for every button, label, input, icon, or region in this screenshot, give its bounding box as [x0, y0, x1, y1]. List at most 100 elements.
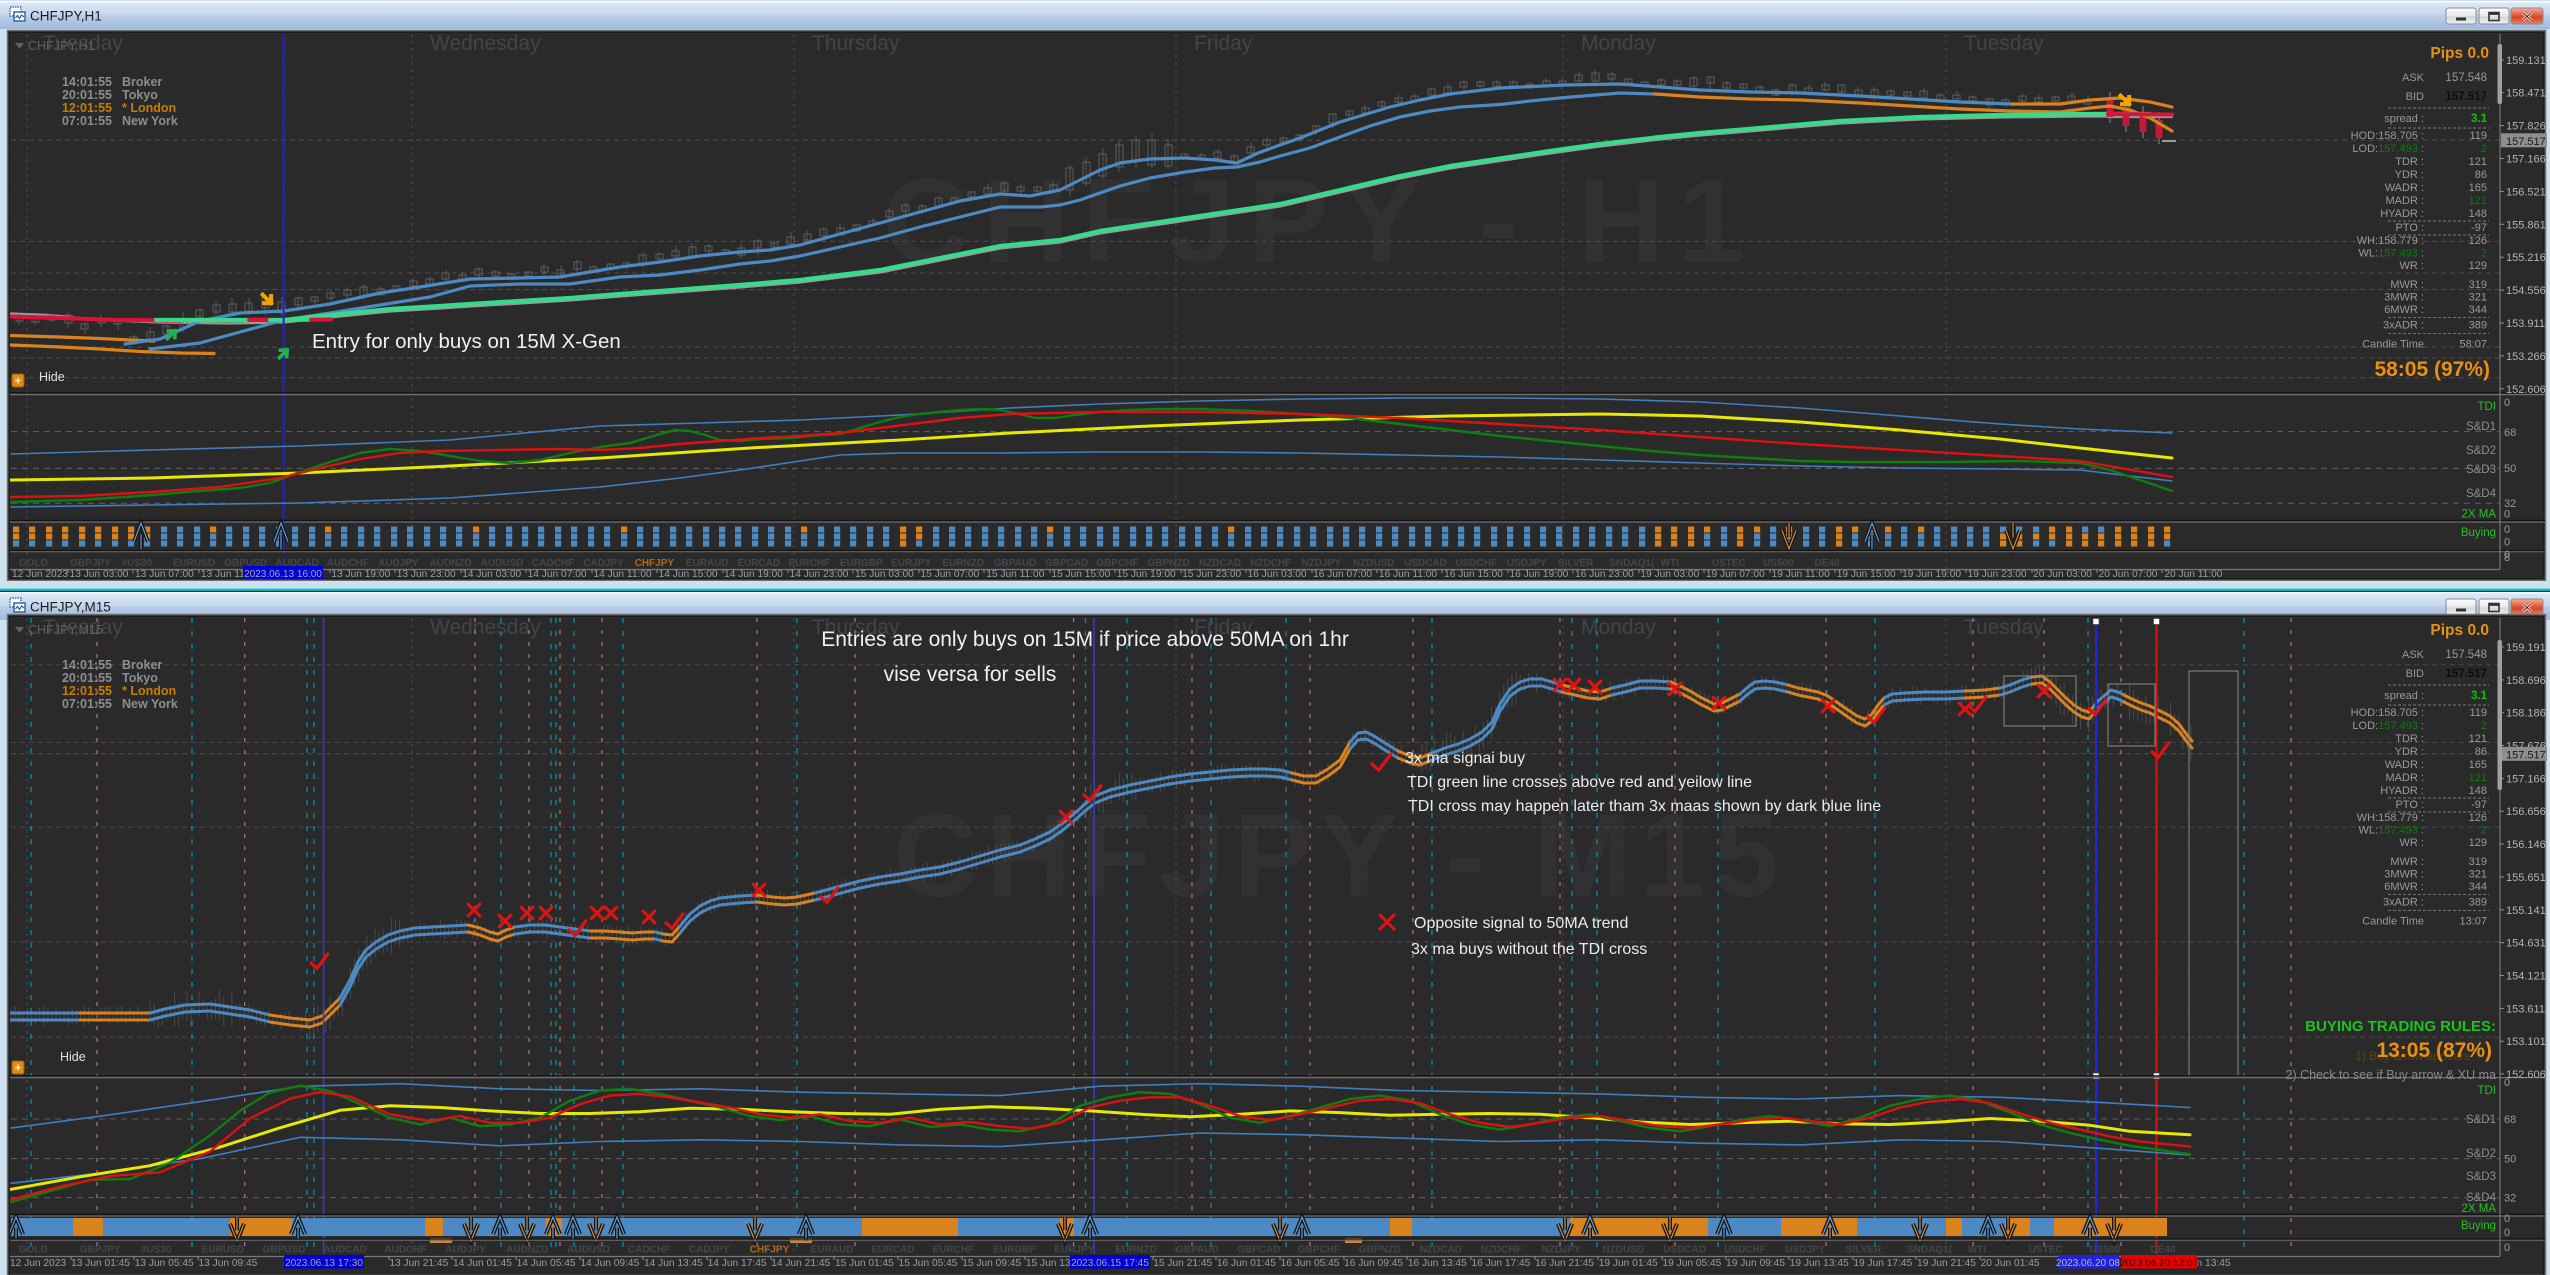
svg-text:321: 321 [2469, 291, 2487, 303]
svg-text:157.517: 157.517 [2506, 749, 2546, 761]
svg-text:19 Jun 19:00: 19 Jun 19:00 [1902, 569, 1961, 580]
svg-text:CHFJPY: CHFJPY [750, 1245, 790, 1256]
svg-text:CHFJPY - H1: CHFJPY - H1 [883, 154, 1757, 288]
svg-text:153.911: 153.911 [2506, 318, 2545, 330]
svg-text:2: 2 [2481, 248, 2487, 260]
svg-text:WH:158.779 :: WH:158.779 : [2357, 235, 2424, 247]
svg-text:New York: New York [122, 114, 178, 128]
svg-text:19 Jun 07:00: 19 Jun 07:00 [1706, 569, 1765, 580]
svg-text:165: 165 [2469, 759, 2487, 771]
svg-text:Tokyo: Tokyo [122, 88, 158, 102]
svg-text:16 Jun 23:00: 16 Jun 23:00 [1575, 569, 1634, 580]
svg-text:152.606: 152.606 [2506, 1069, 2546, 1081]
svg-text:156.146: 156.146 [2506, 839, 2546, 851]
svg-text:EURAUD: EURAUD [811, 1245, 854, 1256]
svg-text:SILVER: SILVER [1846, 1245, 1882, 1256]
svg-text:WR :: WR : [2400, 837, 2424, 849]
svg-text:SILVER: SILVER [1558, 558, 1594, 569]
svg-text:14 Jun 13:45: 14 Jun 13:45 [644, 1258, 703, 1269]
svg-text:EURGBP: EURGBP [993, 1245, 1036, 1256]
svg-text:319: 319 [2469, 856, 2487, 868]
svg-text:19 Jun 11:00: 19 Jun 11:00 [1772, 569, 1830, 580]
svg-text:WADR :: WADR : [2385, 759, 2424, 771]
svg-text:15 Jun 03:00: 15 Jun 03:00 [855, 569, 914, 580]
svg-text:Pips 0.0: Pips 0.0 [2430, 622, 2489, 639]
svg-text:MWR :: MWR : [2390, 856, 2424, 868]
svg-text:AUDNZD: AUDNZD [429, 558, 471, 569]
svg-text:BID: BID [2406, 668, 2424, 680]
svg-text:EURCHF: EURCHF [789, 558, 831, 569]
svg-text:0: 0 [2504, 549, 2510, 561]
svg-text:Tuesday: Tuesday [43, 616, 123, 639]
svg-text:GBPCAD: GBPCAD [1045, 558, 1088, 569]
svg-text:DE40: DE40 [2151, 1245, 2176, 1256]
svg-text:Candle Time: Candle Time [2362, 339, 2424, 351]
svg-text:Tokyo: Tokyo [122, 671, 158, 685]
svg-text:13 Jun 11:00: 13 Jun 11:00 [201, 569, 259, 580]
svg-text:15 Jun 21:45: 15 Jun 21:45 [1153, 1258, 1212, 1269]
svg-text:2023.06.13 17:30: 2023.06.13 17:30 [285, 1258, 363, 1269]
svg-text:Friday: Friday [1194, 616, 1253, 639]
svg-text:2: 2 [2481, 825, 2487, 837]
svg-text:16 Jun 13:45: 16 Jun 13:45 [1408, 1258, 1467, 1269]
svg-text:WR :: WR : [2400, 260, 2424, 272]
svg-text:NZDCAD: NZDCAD [1420, 1245, 1462, 1256]
svg-text:BID: BID [2406, 91, 2424, 103]
svg-text:EURJPY: EURJPY [891, 558, 931, 569]
svg-text:* London: * London [122, 101, 176, 115]
svg-text:19 Jun 01:45: 19 Jun 01:45 [1599, 1258, 1658, 1269]
svg-text:16 Jun 17:45: 16 Jun 17:45 [1471, 1258, 1530, 1269]
svg-text:148: 148 [2469, 208, 2487, 220]
svg-text:2023.06.15 17:45: 2023.06.15 17:45 [1071, 1258, 1149, 1269]
svg-text:2X MA: 2X MA [2461, 1203, 2496, 1215]
svg-text:CHFJPY: CHFJPY [635, 558, 675, 569]
svg-text:15 Jun 19:00: 15 Jun 19:00 [1117, 569, 1176, 580]
svg-text:126: 126 [2469, 235, 2487, 247]
svg-text:Hide: Hide [60, 1050, 86, 1064]
svg-text:ASK: ASK [2402, 649, 2425, 661]
svg-text:Pips 0.0: Pips 0.0 [2430, 45, 2489, 62]
svg-text:129: 129 [2469, 260, 2487, 272]
svg-text:126: 126 [2469, 812, 2487, 824]
svg-text:US500: US500 [2090, 1245, 2121, 1256]
svg-text:GBPAUD: GBPAUD [994, 558, 1037, 569]
svg-text:2023.06.20 08: 2023.06.20 08 [2056, 1258, 2120, 1269]
svg-text:Thursday: Thursday [812, 616, 900, 639]
svg-text:16 Jun 01:45: 16 Jun 01:45 [1217, 1258, 1276, 1269]
svg-text:CADCHF: CADCHF [532, 558, 574, 569]
svg-text:14 Jun 23:00: 14 Jun 23:00 [790, 569, 849, 580]
svg-text:16 Jun 21:45: 16 Jun 21:45 [1535, 1258, 1594, 1269]
svg-text:GBPCHF: GBPCHF [1096, 558, 1138, 569]
svg-text:14 Jun 07:00: 14 Jun 07:00 [528, 569, 587, 580]
svg-text:EURCAD: EURCAD [872, 1245, 915, 1256]
svg-text:6MWR :: 6MWR : [2384, 881, 2424, 893]
svg-text:1) Buy arrow appears: 1) Buy arrow appears [2355, 1049, 2470, 1063]
svg-text:15 Jun 23:00: 15 Jun 23:00 [1182, 569, 1241, 580]
svg-text:12 Jun 2023: 12 Jun 2023 [10, 1258, 66, 1269]
svg-text:YDR :: YDR : [2395, 746, 2424, 758]
svg-text:13 Jun 19:00: 13 Jun 19:00 [331, 569, 390, 580]
svg-text:AUDUSD: AUDUSD [481, 558, 524, 569]
svg-text:CHFJPY,H1: CHFJPY,H1 [28, 39, 95, 53]
svg-text:Broker: Broker [122, 75, 162, 89]
svg-text:TDR :: TDR : [2395, 156, 2424, 168]
svg-text:TDI: TDI [2477, 1085, 2496, 1097]
svg-text:16 Jun 19:00: 16 Jun 19:00 [1509, 569, 1568, 580]
svg-text:19 Jun 17:45: 19 Jun 17:45 [1853, 1258, 1912, 1269]
svg-text:GBPCAD: GBPCAD [1237, 1245, 1280, 1256]
svg-text:GBPNZD: GBPNZD [1148, 558, 1190, 569]
svg-text:CHFJPY - M15: CHFJPY - M15 [893, 790, 1787, 922]
svg-text:* London: * London [122, 684, 176, 698]
svg-text:S&D4: S&D4 [2466, 1192, 2497, 1204]
svg-text:153.266: 153.266 [2506, 351, 2546, 363]
svg-text:GBPJPY: GBPJPY [80, 1245, 121, 1256]
svg-text:152.606: 152.606 [2506, 384, 2546, 396]
svg-text:13 Jun 21:45: 13 Jun 21:45 [389, 1258, 448, 1269]
svg-text:Candle Time: Candle Time [2362, 916, 2424, 928]
svg-text:MADR :: MADR : [2386, 772, 2425, 784]
svg-text:68: 68 [2504, 427, 2516, 439]
svg-text:S&D1: S&D1 [2466, 1114, 2496, 1126]
svg-text:USDCAD: USDCAD [1404, 558, 1447, 569]
svg-text:15 Jun 11:00: 15 Jun 11:00 [986, 569, 1044, 580]
svg-text:CADJPY: CADJPY [583, 558, 624, 569]
